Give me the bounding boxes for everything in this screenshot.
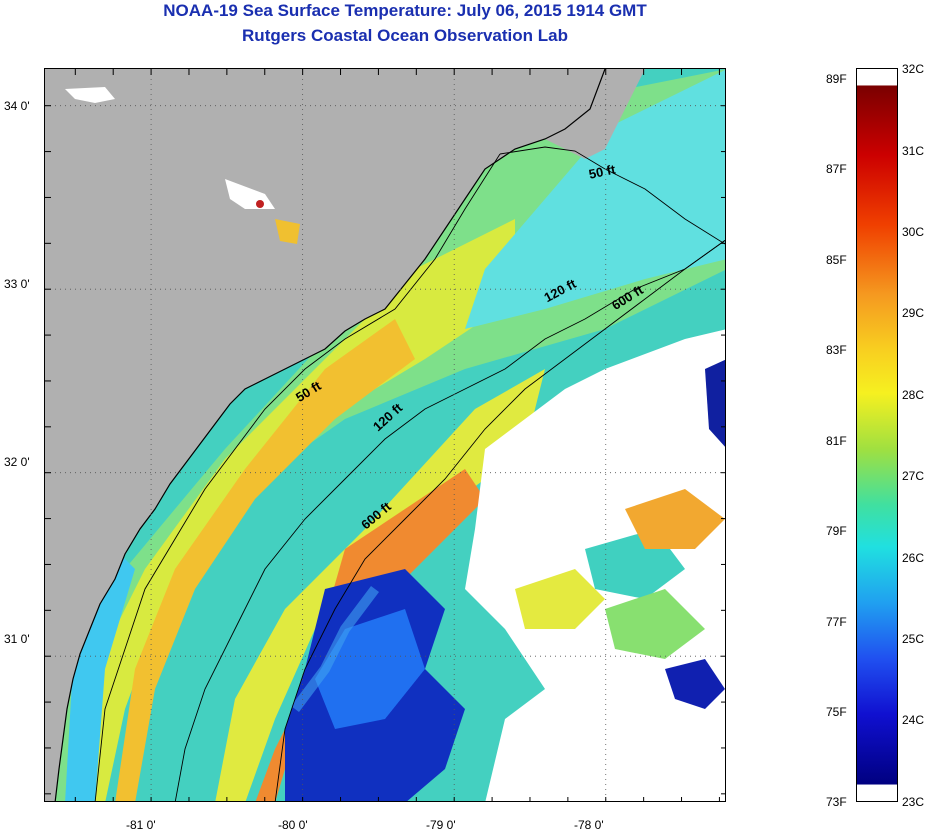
isobath-50ft-north [499,146,725,245]
lon-label-80: -80 0' [278,818,308,832]
inland-cloud-1 [65,87,115,103]
cb-f-87: 87F [826,162,847,176]
colorbar-gradient [857,85,897,785]
sst-patch-yellow [515,569,605,629]
cb-f-85: 85F [826,253,847,267]
sst-patch-blue [665,659,725,709]
lon-label-81: -81 0' [126,818,156,832]
inland-lake [275,219,300,244]
sst-map-canvas [45,69,725,801]
lon-label-79: -79 0' [426,818,456,832]
cb-f-75: 75F [826,705,847,719]
lat-label-34: 34 0' [4,99,30,113]
sst-south-coast-cyan [65,549,135,801]
lat-label-31: 31 0' [4,632,30,646]
sst-patch-green [605,589,705,659]
sst-patch-blue-2 [705,359,725,447]
cb-f-79: 79F [826,524,847,538]
cb-f-73: 73F [826,795,847,809]
sst-map: 50 ft 50 ft 120 ft 120 ft 600 ft 600 ft [44,68,726,802]
cb-f-89: 89F [826,72,847,86]
map-title: NOAA-19 Sea Surface Temperature: July 06… [163,1,647,20]
isobath-120ft [174,239,725,801]
cb-c-31: 31C [902,144,925,158]
cb-f-83: 83F [826,343,847,357]
lon-label-78: -78 0' [574,818,604,832]
cb-c-27: 27C [902,469,925,483]
cb-c-25: 25C [902,632,925,646]
cb-f-77: 77F [826,615,847,629]
sst-band-nearshore-orange [115,319,415,801]
land-mask [45,69,605,801]
cb-c-30: 30C [902,225,925,239]
map-subtitle: Rutgers Coastal Ocean Observation Lab [242,26,568,45]
sst-patch-orange [625,489,725,549]
cb-c-24: 24C [902,713,925,727]
cb-c-23: 23C [902,795,925,809]
isobath-50ft [94,153,501,801]
isobath-600ft [274,239,725,801]
lat-lon-grid [45,69,725,801]
cb-c-26: 26C [902,551,925,565]
coastline [54,69,606,801]
sst-eddy-ring [291,586,379,712]
cb-c-29: 29C [902,306,925,320]
lat-label-33: 33 0' [4,277,30,291]
land-mask-north [545,69,645,159]
sst-north-cyan [465,69,725,329]
inland-warm-spot [256,200,264,208]
cb-c-32: 32C [902,62,925,76]
cb-f-81: 81F [826,434,847,448]
lat-label-32: 32 0' [4,455,30,469]
temperature-colorbar [856,68,898,802]
cb-c-28: 28C [902,388,925,402]
